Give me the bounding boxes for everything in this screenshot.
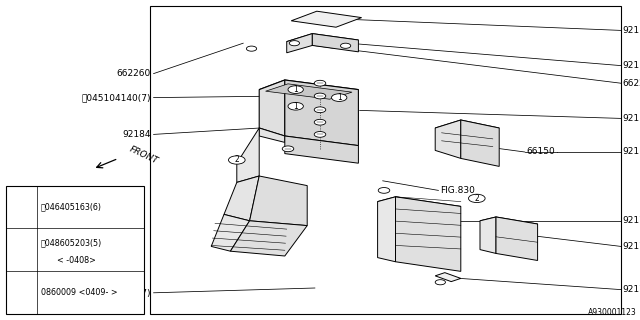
Text: 66150: 66150 [526, 148, 555, 156]
Text: 2: 2 [234, 156, 239, 164]
Text: Ⓢ046405163(6): Ⓢ046405163(6) [40, 203, 102, 212]
Bar [150, 6, 621, 314]
Circle shape [314, 93, 326, 99]
Polygon shape [461, 120, 499, 166]
Polygon shape [285, 80, 358, 146]
Circle shape [289, 41, 300, 46]
Polygon shape [480, 217, 538, 228]
Polygon shape [435, 120, 461, 158]
Text: FIG.830: FIG.830 [440, 186, 475, 195]
Text: Ⓢ048605203(5): Ⓢ048605203(5) [40, 239, 102, 248]
Circle shape [468, 194, 485, 203]
Circle shape [228, 156, 245, 164]
Polygon shape [259, 80, 285, 136]
Circle shape [340, 43, 351, 48]
Bar [6, 186, 144, 314]
Polygon shape [396, 197, 461, 271]
Polygon shape [435, 273, 461, 282]
Circle shape [314, 80, 326, 86]
Text: 1: 1 [337, 93, 342, 102]
Text: 92174: 92174 [623, 216, 640, 225]
Polygon shape [250, 176, 307, 226]
Polygon shape [211, 214, 250, 251]
Polygon shape [259, 128, 285, 142]
Polygon shape [287, 34, 312, 53]
Circle shape [282, 146, 294, 152]
Polygon shape [291, 11, 362, 27]
Circle shape [314, 119, 326, 125]
Polygon shape [378, 197, 461, 211]
Circle shape [288, 86, 303, 93]
Text: 2: 2 [474, 194, 479, 203]
Polygon shape [266, 84, 352, 99]
Text: 662260: 662260 [116, 69, 151, 78]
Text: 1: 1 [293, 102, 298, 111]
Circle shape [15, 248, 29, 255]
Polygon shape [285, 136, 358, 163]
Polygon shape [259, 80, 358, 99]
Polygon shape [496, 217, 538, 260]
Circle shape [435, 280, 445, 285]
Text: < -0408>: < -0408> [56, 256, 95, 265]
Text: 92184: 92184 [122, 130, 151, 139]
Polygon shape [480, 217, 496, 253]
Text: 92178B: 92178B [623, 285, 640, 294]
Polygon shape [312, 34, 358, 52]
Polygon shape [224, 176, 259, 221]
Text: 92116B: 92116B [623, 26, 640, 35]
Text: 1: 1 [293, 85, 298, 94]
Circle shape [314, 132, 326, 137]
Text: 92117: 92117 [623, 114, 640, 123]
Text: 1: 1 [20, 204, 25, 210]
Polygon shape [435, 120, 499, 136]
Polygon shape [378, 197, 396, 262]
Circle shape [332, 94, 347, 101]
Text: 92111: 92111 [623, 148, 640, 156]
Circle shape [314, 107, 326, 113]
Text: Ⓢ045104140(7): Ⓢ045104140(7) [81, 93, 151, 102]
Text: FRONT: FRONT [128, 145, 159, 166]
Text: A930001123: A930001123 [588, 308, 637, 317]
Text: 662260: 662260 [623, 79, 640, 88]
Polygon shape [230, 221, 307, 256]
Text: 92178: 92178 [623, 242, 640, 251]
Circle shape [246, 46, 257, 51]
Polygon shape [287, 34, 358, 48]
Circle shape [288, 102, 303, 110]
Polygon shape [237, 128, 259, 182]
Text: 0860009 <0409- >: 0860009 <0409- > [40, 288, 117, 297]
Text: Ⓢ045104140(7): Ⓢ045104140(7) [81, 288, 151, 297]
Circle shape [15, 204, 29, 211]
Text: 92116C: 92116C [623, 61, 640, 70]
Text: 2: 2 [20, 249, 24, 255]
Circle shape [378, 188, 390, 193]
